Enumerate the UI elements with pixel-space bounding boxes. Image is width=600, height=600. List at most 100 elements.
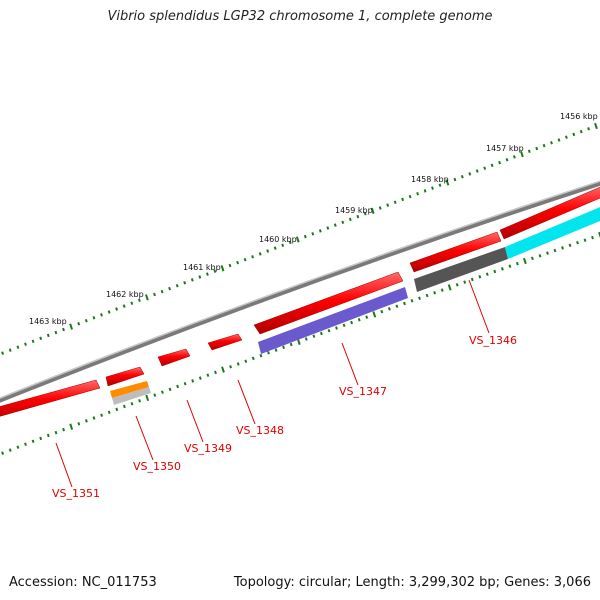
outer-major-tick <box>69 323 73 330</box>
gene-label-vs1348: VS_1348 <box>236 424 284 437</box>
inner-major-tick <box>447 284 452 291</box>
inner-minor-tick <box>304 337 308 341</box>
inner-minor-tick <box>327 328 331 333</box>
outer-minor-tick <box>130 301 134 305</box>
scale-label-1461: 1461 kbp <box>183 263 221 272</box>
leader-vs1351 <box>55 442 73 488</box>
inner-minor-tick <box>214 370 217 375</box>
outer-major-tick <box>370 207 375 214</box>
inner-minor-tick <box>274 348 278 352</box>
inner-minor-tick <box>39 436 43 441</box>
cog-bar-cyan <box>505 207 600 259</box>
inner-minor-tick <box>168 387 172 392</box>
outer-minor-tick <box>483 166 487 170</box>
inner-minor-tick <box>365 315 369 319</box>
outer-minor-tick <box>557 138 561 142</box>
outer-minor-tick <box>266 249 270 253</box>
outer-minor-tick <box>258 252 262 256</box>
inner-minor-tick <box>485 272 489 276</box>
outer-minor-tick <box>475 169 479 173</box>
inner-minor-tick <box>395 304 399 308</box>
inner-major-tick <box>372 311 377 318</box>
inner-minor-tick <box>530 256 534 261</box>
outer-minor-tick <box>542 143 546 148</box>
inner-minor-tick <box>1 451 5 455</box>
inner-minor-tick <box>583 238 587 242</box>
outer-minor-tick <box>572 132 576 137</box>
outer-minor-tick <box>550 141 553 145</box>
outer-minor-tick <box>438 183 442 187</box>
outer-minor-tick <box>205 272 209 276</box>
outer-minor-tick <box>153 292 156 297</box>
outer-minor-tick <box>273 246 277 250</box>
inner-minor-tick <box>455 283 459 287</box>
outer-minor-tick <box>416 191 420 196</box>
outer-minor-tick <box>431 186 434 190</box>
inner-minor-tick <box>267 351 270 355</box>
outer-major-tick <box>220 265 225 272</box>
outer-minor-tick <box>62 327 65 332</box>
outer-minor-tick <box>512 155 516 159</box>
leader-vs1346 <box>468 279 490 334</box>
inner-minor-tick <box>576 240 579 245</box>
inner-minor-tick <box>31 439 35 444</box>
inner-minor-tick <box>538 254 542 258</box>
inner-minor-tick <box>312 334 316 338</box>
scale-label-1463: 1463 kbp <box>29 317 67 326</box>
outer-major-tick <box>295 236 300 243</box>
inner-minor-tick <box>289 342 293 347</box>
gene-vs1348[interactable] <box>207 333 243 351</box>
inner-minor-tick <box>92 416 96 420</box>
inner-minor-tick <box>244 359 248 363</box>
gene-right-edge[interactable] <box>499 185 600 240</box>
outer-minor-tick <box>303 234 307 239</box>
outer-minor-tick <box>168 286 172 291</box>
inner-minor-tick <box>251 356 255 361</box>
outer-minor-tick <box>341 220 345 225</box>
cog-bar-purple <box>258 287 408 354</box>
scale-label-1459: 1459 kbp <box>335 206 373 215</box>
inner-minor-tick <box>16 445 20 449</box>
inner-major-tick <box>598 231 600 239</box>
backbone-highlight <box>0 180 600 399</box>
inner-minor-tick <box>508 264 512 268</box>
inner-minor-tick <box>568 243 572 248</box>
inner-minor-tick <box>418 296 421 300</box>
inner-minor-tick <box>425 293 429 298</box>
inner-minor-tick <box>54 430 58 435</box>
gene-vs1349[interactable] <box>157 348 191 367</box>
outer-minor-tick <box>393 200 397 205</box>
outer-minor-tick <box>579 129 583 134</box>
gene-vs1347[interactable] <box>253 271 404 335</box>
outer-minor-tick <box>54 330 58 335</box>
outer-minor-tick <box>39 336 43 341</box>
inner-minor-tick <box>553 248 557 253</box>
gene-vs1351[interactable] <box>0 379 101 422</box>
outer-major-tick <box>520 150 524 158</box>
outer-minor-tick <box>564 135 568 139</box>
outer-major-tick <box>145 294 149 301</box>
inner-minor-tick <box>191 379 195 383</box>
outer-minor-tick <box>137 298 141 303</box>
inner-tick-ring <box>1 231 600 455</box>
gene-vs1350[interactable] <box>105 366 145 387</box>
inner-minor-tick <box>115 407 119 412</box>
map-title: Vibrio splendidus LGP32 chromosome 1, co… <box>107 9 493 24</box>
inner-minor-tick <box>160 390 164 394</box>
outer-minor-tick <box>16 345 20 349</box>
outer-minor-tick <box>46 333 50 338</box>
outer-minor-tick <box>363 211 367 216</box>
inner-minor-tick <box>259 353 263 358</box>
inner-minor-tick <box>206 373 210 377</box>
gene-vs1346[interactable] <box>409 231 502 273</box>
outer-minor-tick <box>251 255 255 259</box>
inner-minor-tick <box>122 404 126 409</box>
outer-minor-tick <box>386 203 390 207</box>
inner-minor-tick <box>350 320 354 325</box>
outer-minor-tick <box>527 149 531 154</box>
outer-minor-tick <box>100 313 103 317</box>
leader-vs1350 <box>135 415 154 461</box>
outer-minor-tick <box>505 157 509 162</box>
outer-minor-tick <box>213 269 217 273</box>
